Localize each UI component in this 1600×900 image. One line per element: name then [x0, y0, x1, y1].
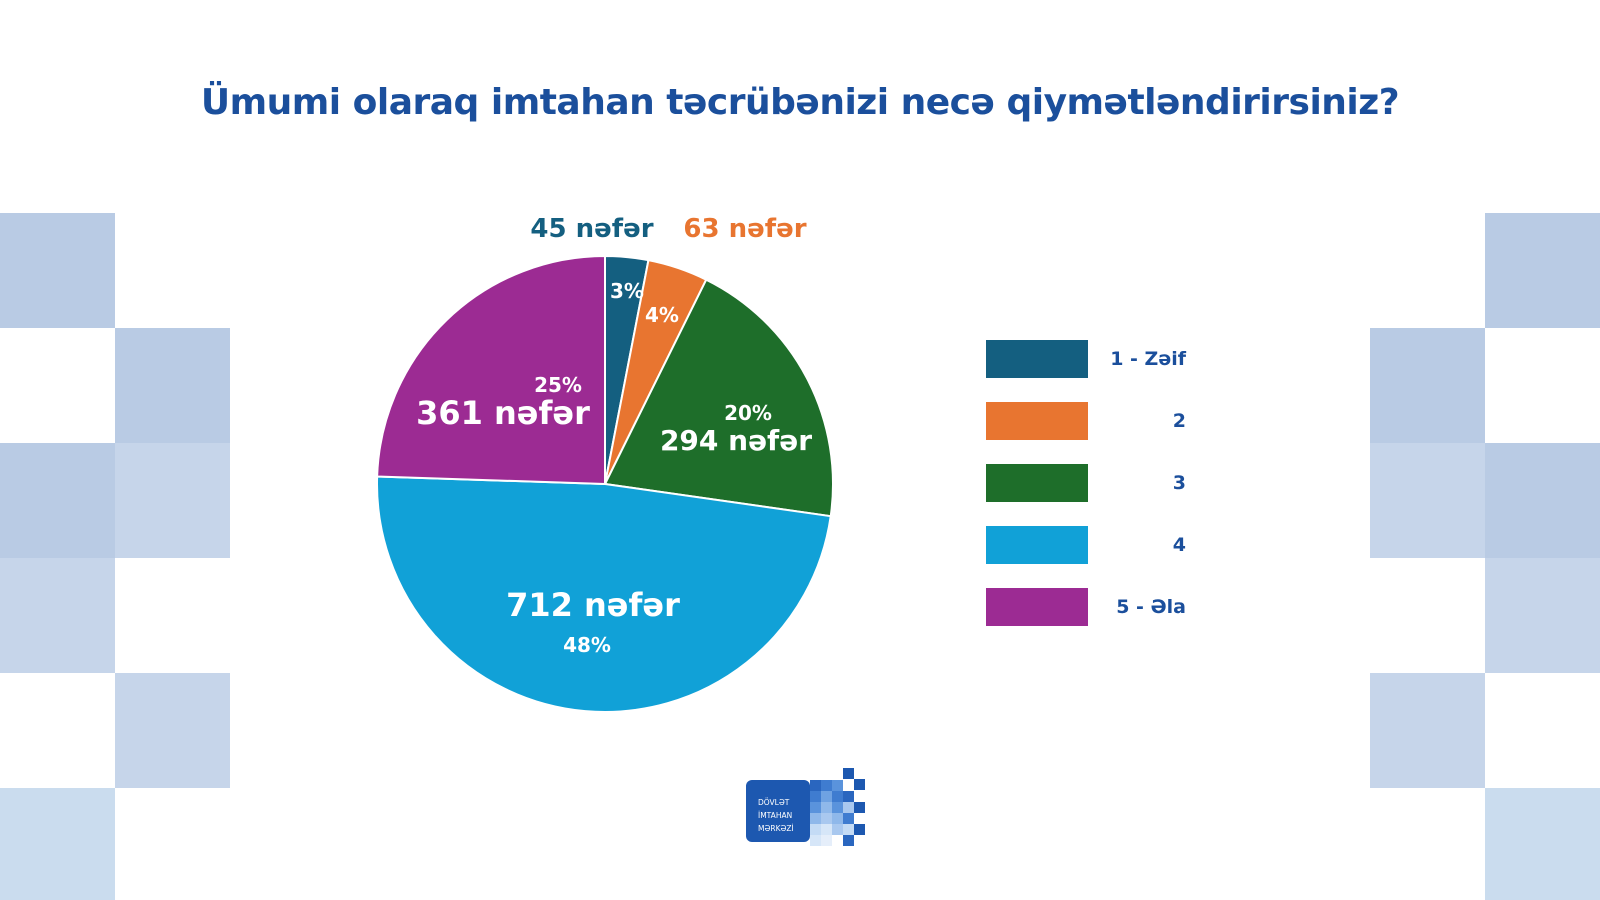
- legend-label: 5 - Əla: [1116, 596, 1186, 618]
- logo-pixel: [843, 768, 854, 779]
- deco-tile: [0, 213, 115, 328]
- deco-tile: [0, 558, 115, 673]
- logo-pixel: [810, 813, 821, 824]
- logo: DÖVLƏT İMTAHAN MƏRKƏZİ: [746, 768, 876, 854]
- slice-count-label: 45 nəfər: [530, 214, 653, 244]
- logo-pixel: [832, 791, 843, 802]
- slice-count-label: 361 nəfər: [416, 394, 590, 432]
- logo-pixel: [821, 791, 832, 802]
- logo-pixel: [832, 802, 843, 813]
- deco-tile: [115, 673, 230, 788]
- deco-tile: [1485, 558, 1600, 673]
- logo-pixel: [821, 802, 832, 813]
- logo-pixel: [854, 824, 865, 835]
- slice-count-label: 63 nəfər: [683, 214, 806, 244]
- legend-label: 1 - Zəif: [1110, 348, 1186, 370]
- legend-swatch: [986, 526, 1088, 564]
- logo-pixel: [810, 802, 821, 813]
- chart-title: Ümumi olaraq imtahan təcrübənizi necə qi…: [200, 82, 1400, 123]
- legend-item: 2: [986, 402, 1186, 464]
- legend-item: 4: [986, 526, 1186, 588]
- logo-line: DÖVLƏT: [758, 798, 790, 807]
- legend-item: 5 - Əla: [986, 588, 1186, 650]
- logo-line: MƏRKƏZİ: [758, 824, 794, 833]
- logo-pixel: [821, 824, 832, 835]
- legend-item: 3: [986, 464, 1186, 526]
- slice-percent-label: 25%: [534, 373, 582, 397]
- logo-pixel: [843, 791, 854, 802]
- legend-label: 4: [1172, 534, 1186, 556]
- pie-slice: [376, 254, 606, 486]
- slice-percent-label: 48%: [563, 633, 611, 657]
- slice-percent-label: 3%: [610, 279, 644, 303]
- logo-pixel: [810, 835, 821, 846]
- pie-slice: [376, 475, 832, 714]
- deco-tile: [1370, 328, 1485, 443]
- legend-item: 1 - Zəif: [986, 340, 1186, 402]
- logo-pixel: [810, 780, 821, 791]
- logo-pixel: [854, 779, 865, 790]
- deco-tile: [115, 443, 230, 558]
- legend: 1 - Zəif 2 3 4 5 - Əla: [986, 340, 1186, 650]
- deco-tile: [1370, 443, 1485, 558]
- legend-label: 2: [1172, 410, 1186, 432]
- deco-tile: [115, 328, 230, 443]
- logo-pixel: [821, 780, 832, 791]
- logo-box: [746, 780, 810, 842]
- legend-swatch: [986, 588, 1088, 626]
- deco-tile: [1485, 788, 1600, 900]
- legend-label: 3: [1172, 472, 1186, 494]
- logo-pixel: [843, 824, 854, 835]
- deco-tile: [0, 443, 115, 558]
- logo-pixel: [843, 802, 854, 813]
- legend-swatch: [986, 402, 1088, 440]
- legend-swatch: [986, 464, 1088, 502]
- logo-pixel: [832, 824, 843, 835]
- logo-pixel: [832, 780, 843, 791]
- logo-pixel: [854, 802, 865, 813]
- logo-pixel: [821, 835, 832, 846]
- logo-pixel: [810, 824, 821, 835]
- deco-tile: [1485, 213, 1600, 328]
- pie-slice: [603, 278, 834, 518]
- logo-line: İMTAHAN: [758, 811, 793, 820]
- logo-pixel: [821, 813, 832, 824]
- deco-tile: [0, 788, 115, 900]
- logo-text: DÖVLƏT İMTAHAN MƏRKƏZİ: [758, 796, 794, 835]
- deco-tile: [1485, 443, 1600, 558]
- slice-count-label: 712 nəfər: [506, 586, 680, 624]
- slice-count-label: 294 nəfər: [660, 424, 812, 457]
- logo-pixel: [843, 813, 854, 824]
- legend-swatch: [986, 340, 1088, 378]
- logo-pixel: [843, 835, 854, 846]
- slice-percent-label: 20%: [724, 401, 772, 425]
- logo-pixel: [832, 813, 843, 824]
- logo-pixel: [810, 791, 821, 802]
- slice-percent-label: 4%: [645, 303, 679, 327]
- deco-tile: [1370, 673, 1485, 788]
